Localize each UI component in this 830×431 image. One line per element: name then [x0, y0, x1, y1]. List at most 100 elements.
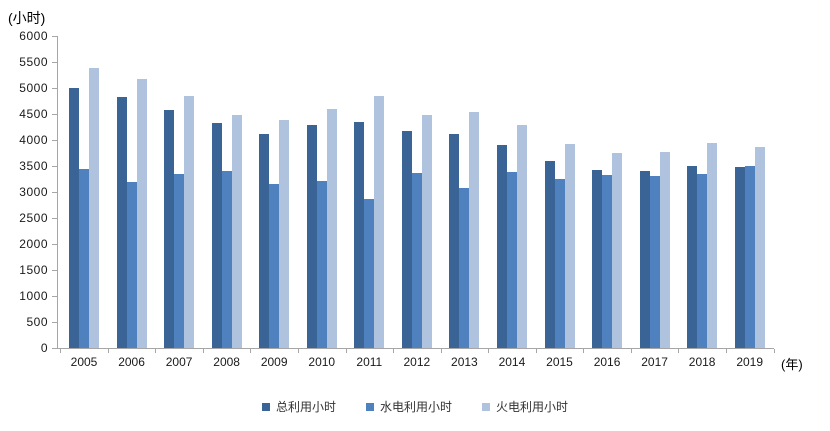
bar-2016-s1 — [602, 175, 612, 348]
y-tick-mark — [52, 348, 57, 349]
bar-2005-s0 — [69, 88, 79, 348]
bar-2014-s1 — [506, 172, 517, 348]
x-tick-mark — [725, 349, 727, 353]
bar-2007-s1 — [174, 174, 185, 348]
bar-2018-s2 — [707, 143, 718, 348]
x-tick-label: 2017 — [641, 355, 668, 369]
y-tick-label: 4000 — [19, 133, 48, 147]
bar-2016-s2 — [612, 153, 622, 348]
bar-2011-s1 — [364, 199, 375, 348]
x-tick-label: 2010 — [308, 355, 336, 369]
x-tick-mark — [202, 349, 204, 353]
x-tick-label: 2005 — [70, 355, 98, 369]
y-tick-label: 2500 — [19, 211, 48, 225]
x-tick-label: 2009 — [260, 355, 288, 369]
bar-2005-s1 — [79, 169, 89, 348]
x-tick-label: 2012 — [403, 355, 431, 369]
bar-2009-s1 — [269, 184, 280, 348]
x-tick-mark — [440, 349, 442, 353]
y-tick-mark — [52, 166, 57, 167]
x-tick-label: 2007 — [165, 355, 193, 369]
y-tick-mark — [52, 36, 57, 37]
bar-2012-s0 — [401, 131, 412, 348]
x-tick-mark — [678, 349, 680, 353]
y-tick-label: 1500 — [19, 263, 48, 277]
y-tick-label: 6000 — [19, 29, 48, 43]
x-tick-mark — [345, 349, 347, 353]
x-tick-mark — [298, 349, 299, 353]
bar-2008-s0 — [211, 123, 222, 348]
y-tick-label: 5000 — [19, 81, 48, 95]
bar-2017-s0 — [639, 171, 650, 348]
y-tick-label: 3000 — [19, 185, 48, 199]
bar-2013-s1 — [459, 188, 470, 348]
y-tick-mark — [52, 218, 57, 219]
bar-2019-s1 — [744, 166, 755, 348]
y-tick-label: 2000 — [19, 237, 48, 251]
legend-marker — [365, 402, 374, 411]
x-tick-mark — [488, 349, 490, 353]
x-tick-label: 2016 — [593, 355, 621, 369]
y-tick-mark — [52, 88, 57, 89]
y-tick-mark — [52, 62, 57, 63]
bar-2018-s0 — [687, 166, 698, 348]
bar-2015-s0 — [544, 161, 555, 348]
bar-2015-s1 — [554, 179, 565, 348]
legend-label: 总利用小时 — [275, 400, 336, 414]
x-tick-label: 2008 — [213, 355, 240, 369]
bar-2006-s2 — [136, 79, 147, 348]
legend-label: 火电利用小时 — [496, 400, 569, 414]
bar-2005-s2 — [89, 68, 99, 348]
bar-2015-s2 — [564, 144, 575, 348]
bar-2008-s1 — [221, 171, 232, 348]
y-tick-mark — [52, 140, 57, 141]
legend-marker — [482, 402, 490, 411]
bar-2006-s0 — [116, 97, 127, 348]
x-tick-label: 2018 — [688, 355, 716, 369]
x-tick-label: 2006 — [118, 355, 145, 369]
bar-2010-s2 — [326, 109, 337, 348]
bar-2008-s2 — [231, 115, 242, 348]
bar-2013-s2 — [469, 112, 480, 348]
bar-2007-s2 — [184, 96, 195, 348]
bar-2017-s1 — [649, 176, 660, 348]
legend-label: 水电利用小时 — [379, 400, 452, 414]
y-tick-mark — [52, 244, 57, 245]
bar-2007-s0 — [164, 110, 175, 348]
y-tick-mark — [52, 296, 57, 297]
x-tick-mark — [630, 349, 632, 353]
x-tick-mark — [583, 349, 585, 353]
bar-2019-s2 — [754, 147, 765, 348]
legend-item-0: 总利用小时 — [261, 398, 336, 415]
y-tick-label: 5500 — [19, 55, 48, 69]
x-tick-mark — [773, 349, 775, 353]
legend-marker — [261, 402, 270, 411]
y-tick-mark — [52, 114, 57, 115]
x-axis-unit-label: (年) — [781, 357, 803, 372]
bar-2010-s1 — [316, 181, 327, 348]
legend: 总利用小时 水电利用小时 火电利用小时 — [0, 398, 830, 415]
x-tick-label: 2013 — [451, 355, 478, 369]
y-tick-label: 0 — [40, 341, 48, 355]
bar-2014-s0 — [496, 145, 507, 348]
x-tick-mark — [250, 349, 252, 353]
bar-2009-s2 — [279, 120, 290, 348]
legend-item-2: 火电利用小时 — [482, 398, 568, 415]
x-tick-label: 2015 — [546, 355, 573, 369]
bar-2011-s2 — [374, 96, 385, 348]
y-tick-label: 500 — [26, 315, 48, 329]
y-axis-line — [57, 36, 58, 349]
x-tick-mark — [60, 349, 62, 353]
x-tick-mark — [107, 349, 109, 353]
bar-2009-s0 — [259, 134, 270, 348]
bar-2013-s0 — [449, 134, 460, 348]
bar-2012-s1 — [411, 173, 422, 348]
x-tick-mark — [393, 349, 395, 353]
bar-2006-s1 — [126, 182, 137, 348]
y-tick-label: 4500 — [19, 107, 48, 121]
bar-2011-s0 — [354, 122, 365, 348]
x-tick-mark — [535, 349, 537, 353]
legend-item-1: 水电利用小时 — [365, 398, 452, 415]
y-tick-label: 1000 — [19, 289, 48, 303]
